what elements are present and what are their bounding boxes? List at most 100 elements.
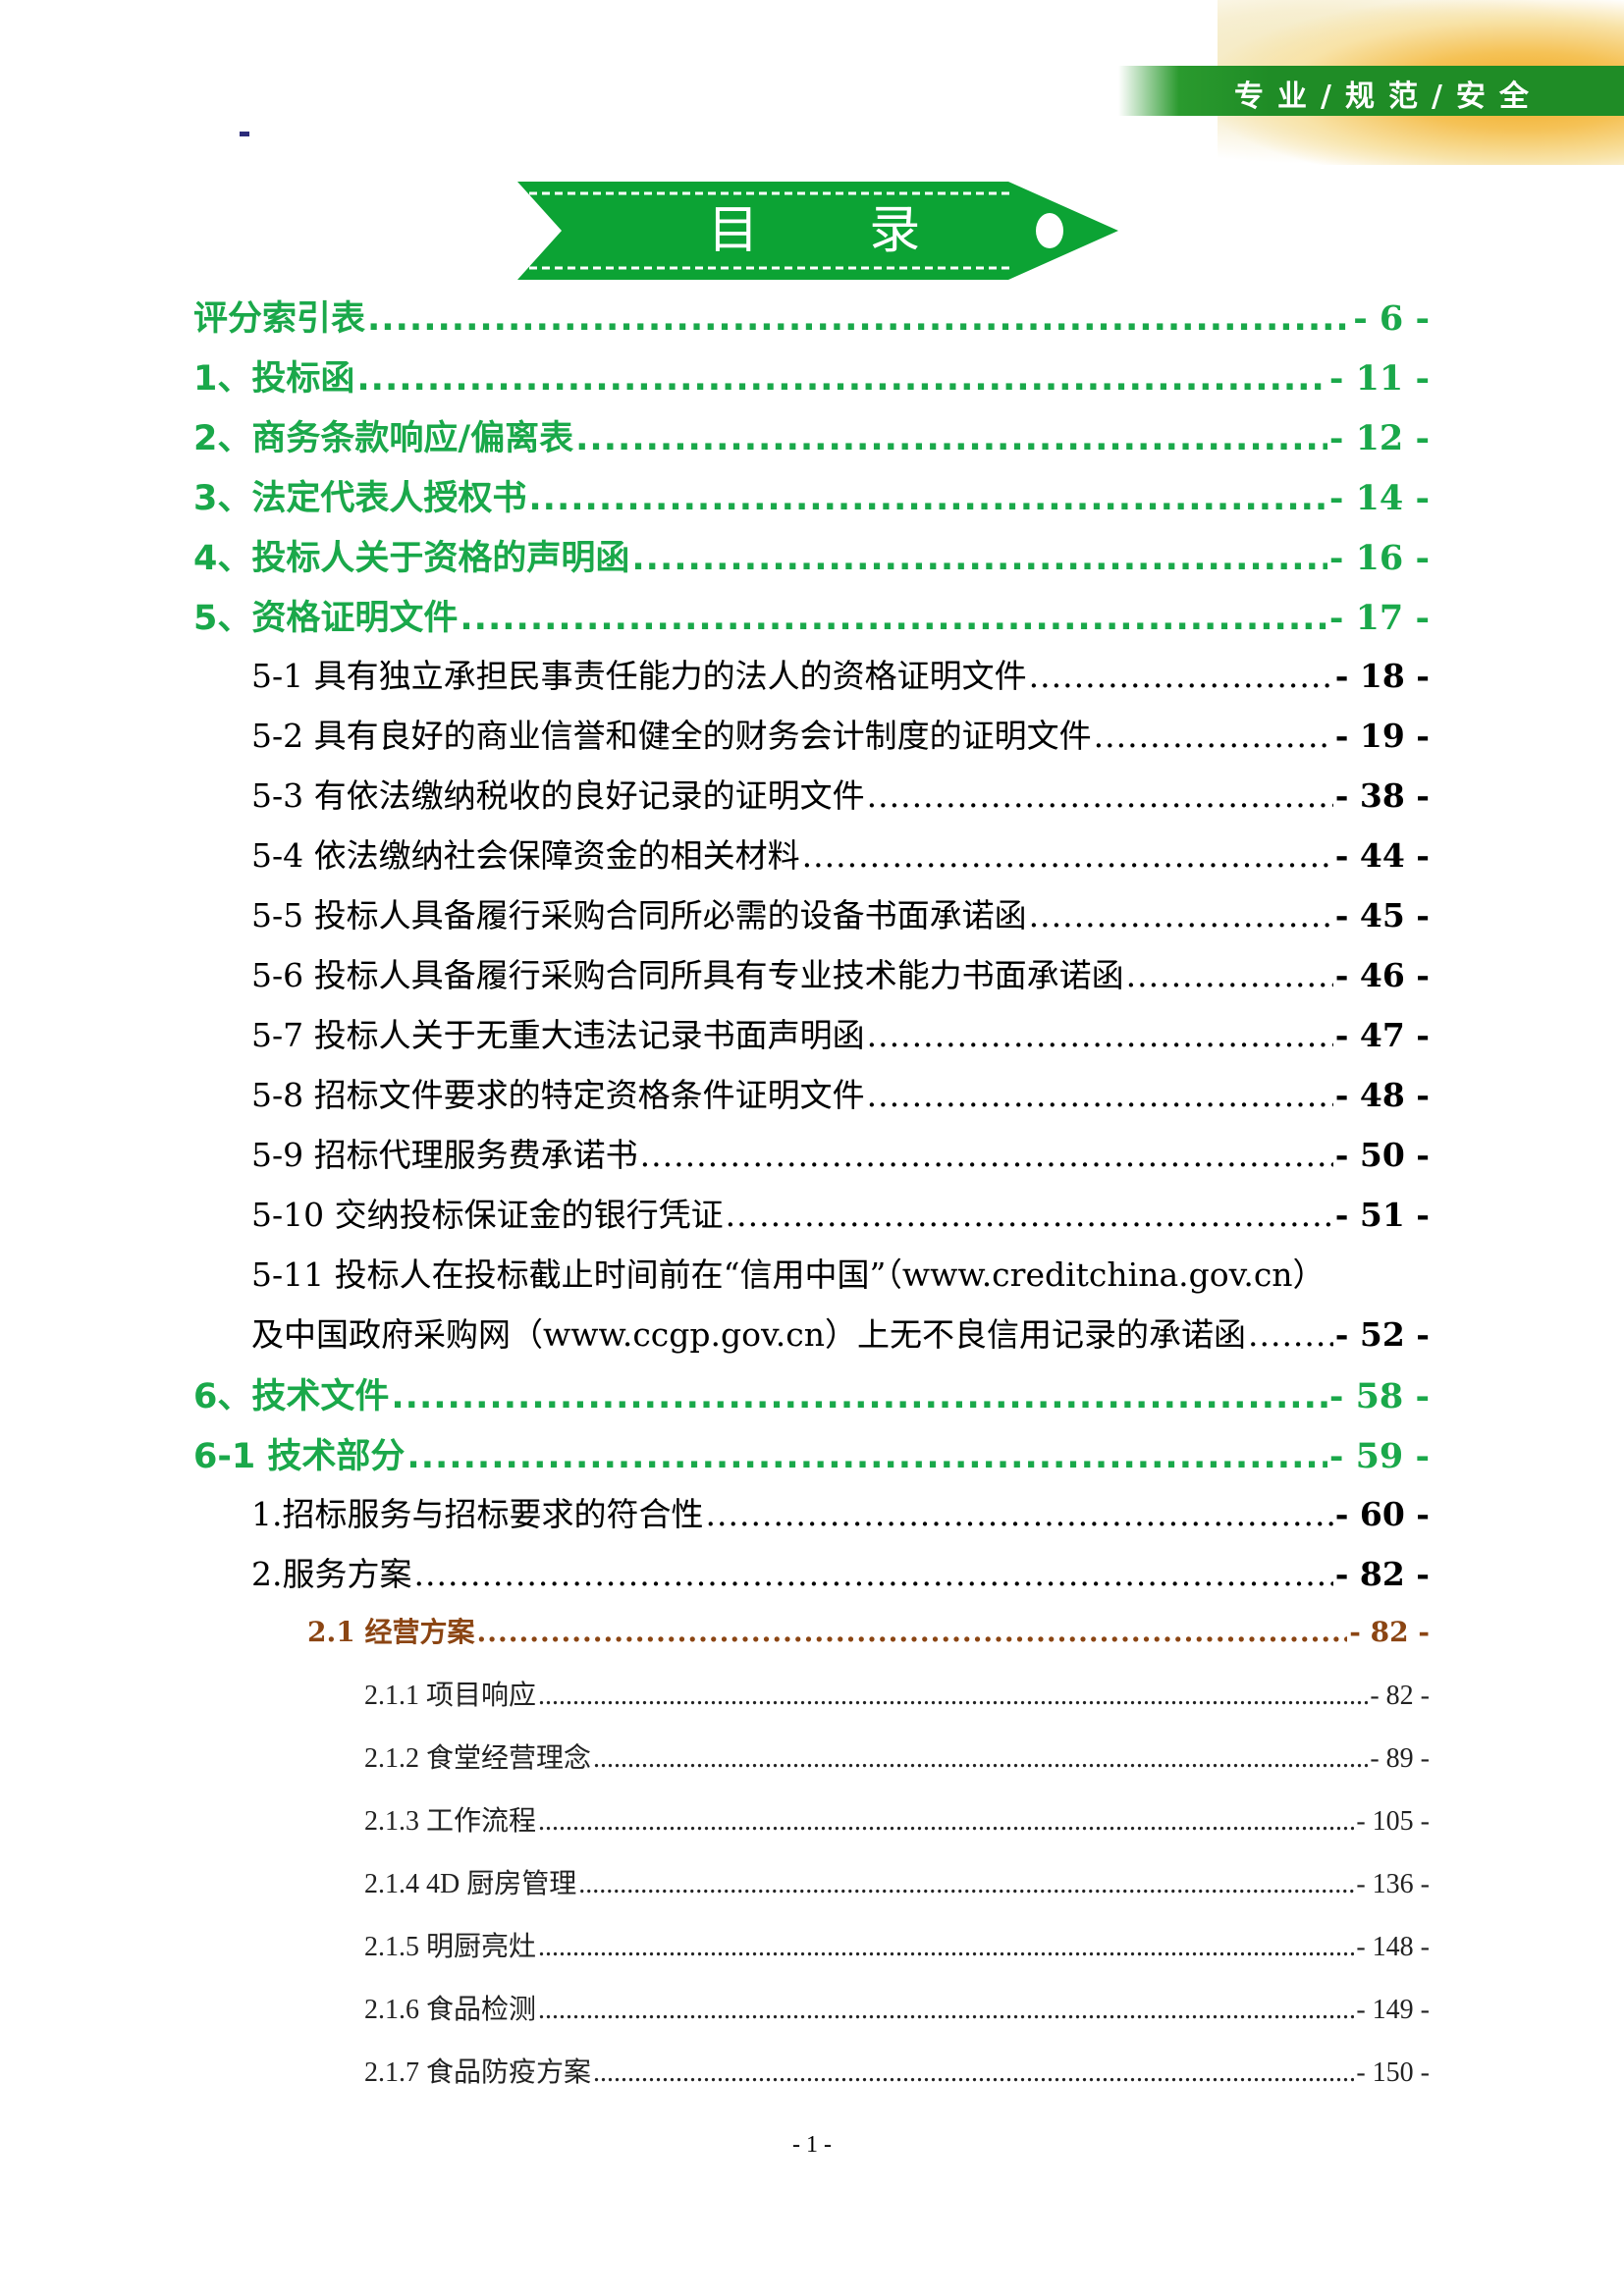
dot-leader	[414, 1555, 1333, 1593]
toc-entry[interactable]: 2.服务方案 - 82 -	[251, 1548, 1430, 1595]
toc-entry-page: - 14 -	[1328, 478, 1430, 518]
dot-leader	[538, 1681, 1368, 1712]
toc-entry-title: 5-3 有依法缴纳税收的良好记录的证明文件	[251, 776, 865, 815]
dot-leader	[593, 2057, 1354, 2089]
toc-entry[interactable]: 2.1.4 4D 厨房管理 - 136 -	[364, 1862, 1430, 1901]
dot-leader	[867, 776, 1333, 815]
toc-entry[interactable]: 5-7 投标人关于无重大违法记录书面声明函 - 47 -	[251, 1009, 1430, 1056]
dot-leader	[460, 599, 1327, 638]
toc-entry-title: 2.1 经营方案	[307, 1616, 475, 1648]
toc-entry-title: 2、商务条款响应/偏离表	[193, 419, 574, 458]
toc-entry-page: - 89 -	[1370, 1743, 1430, 1774]
toc-entry-title: 2.1.1 项目响应	[364, 1681, 537, 1711]
toc-entry[interactable]: 5-9 招标代理服务费承诺书 - 50 -	[251, 1129, 1430, 1176]
toc-entry-page: - 47 -	[1334, 1016, 1430, 1054]
logo-fragment	[240, 132, 249, 136]
toc-entry-title: 5-8 招标文件要求的特定资格条件证明文件	[251, 1076, 865, 1114]
toc-entry-title: 2.1.3 工作流程	[364, 1806, 537, 1837]
toc-entry-title: 1、投标函	[193, 359, 355, 399]
toc-entry-page: - 136 -	[1356, 1869, 1430, 1899]
toc-entry-title: 2.1.4 4D 厨房管理	[364, 1869, 577, 1899]
toc-entry-title: 1.招标服务与招标要求的符合性	[251, 1495, 704, 1533]
toc-entry-page: - 17 -	[1328, 598, 1430, 638]
toc-entry-title: 2.服务方案	[251, 1555, 412, 1593]
toc-entry[interactable]: 5-11 投标人在投标截止时间前在“信用中国”（www.creditchina.…	[251, 1249, 1430, 1296]
toc-entry-page: - 16 -	[1328, 538, 1430, 578]
toc-entry-page: - 150 -	[1356, 2057, 1430, 2088]
toc-entry[interactable]: 评分索引表 - 6 -	[193, 291, 1430, 341]
toc-entry-title: 评分索引表	[193, 299, 366, 339]
toc-entry-title: 2.1.2 食堂经营理念	[364, 1743, 592, 1774]
toc-entry-title: 5-11 投标人在投标截止时间前在“信用中国”（www.creditchina.…	[251, 1255, 1326, 1294]
toc-entry-page: - 6 -	[1353, 298, 1430, 339]
toc-entry-title: 2.1.7 食品防疫方案	[364, 2057, 592, 2088]
toc-entry-title: 5-5 投标人具备履行采购合同所必需的设备书面承诺函	[251, 896, 1027, 934]
toc-entry-page: - 46 -	[1334, 956, 1430, 994]
toc-entry-page: - 82 -	[1370, 1681, 1430, 1711]
toc-entry-page: - 60 -	[1334, 1495, 1430, 1533]
dot-leader	[538, 1806, 1354, 1838]
dot-leader	[867, 1016, 1333, 1054]
toc-entry-title: 5-6 投标人具备履行采购合同所具有专业技术能力书面承诺函	[251, 956, 1124, 994]
toc-entry[interactable]: 3、法定代表人授权书 - 14 -	[193, 470, 1430, 520]
dot-leader	[640, 1136, 1333, 1174]
toc-entry-page: - 148 -	[1356, 1932, 1430, 1962]
toc-entry[interactable]: 5-1 具有独立承担民事责任能力的法人的资格证明文件 - 18 -	[251, 650, 1430, 697]
toc-entry-title: 5-7 投标人关于无重大违法记录书面声明函	[251, 1016, 865, 1054]
toc-entry-title: 5-10 交纳投标保证金的银行凭证	[251, 1196, 724, 1234]
ribbon-shape	[517, 182, 1118, 280]
toc-entry[interactable]: 5-8 招标文件要求的特定资格条件证明文件 - 48 -	[251, 1069, 1430, 1116]
toc-entry-title: 3、法定代表人授权书	[193, 479, 527, 518]
toc-entry-page: - 105 -	[1356, 1806, 1430, 1837]
toc-entry[interactable]: 1、投标函 - 11 -	[193, 350, 1430, 400]
toc-entry-title: 6、技术文件	[193, 1377, 390, 1416]
dot-leader	[1094, 717, 1333, 755]
page-number: - 1 -	[792, 2132, 832, 2158]
toc-entry-title: 5-2 具有良好的商业信誉和健全的财务会计制度的证明文件	[251, 717, 1092, 755]
toc-entry[interactable]: 2.1.2 食堂经营理念 - 89 -	[364, 1736, 1430, 1776]
ribbon-hole-icon	[1036, 213, 1063, 248]
dot-leader	[1126, 956, 1333, 994]
toc-entry[interactable]: 5-5 投标人具备履行采购合同所必需的设备书面承诺函 - 45 -	[251, 889, 1430, 936]
toc-entry[interactable]: 5-3 有依法缴纳税收的良好记录的证明文件 - 38 -	[251, 770, 1430, 817]
dot-leader	[356, 359, 1327, 399]
toc-entry-page: - 82 -	[1334, 1555, 1430, 1593]
dot-leader	[867, 1076, 1333, 1114]
toc-entry[interactable]: 5-10 交纳投标保证金的银行凭证 - 51 -	[251, 1189, 1430, 1236]
toc-entry[interactable]: 6、技术文件 - 58 -	[193, 1368, 1430, 1418]
toc-entry[interactable]: 4、投标人关于资格的声明函 - 16 -	[193, 530, 1430, 580]
slogan-text: 专业/规范/安全	[1234, 80, 1543, 114]
toc-entry[interactable]: 2.1.3 工作流程 - 105 -	[364, 1799, 1430, 1839]
slogan-banner: 专业/规范/安全	[1118, 66, 1624, 116]
toc-entry-page: - 48 -	[1334, 1076, 1430, 1114]
toc-entry-page: - 19 -	[1334, 717, 1430, 755]
toc-entry[interactable]: 1.招标服务与招标要求的符合性 - 60 -	[251, 1488, 1430, 1535]
toc-entry[interactable]: 2.1.6 食品检测 - 149 -	[364, 1988, 1430, 2027]
toc-entry-page: - 58 -	[1328, 1376, 1430, 1416]
dot-leader	[538, 1995, 1354, 2026]
toc-entry[interactable]: 6-1 技术部分 - 59 -	[193, 1428, 1430, 1478]
toc-entry-title: 5-1 具有独立承担民事责任能力的法人的资格证明文件	[251, 657, 1027, 695]
toc-entry[interactable]: 2.1.5 明厨亮灶 - 148 -	[364, 1925, 1430, 1964]
toc-entry-page: - 59 -	[1328, 1436, 1430, 1476]
toc-entry[interactable]: 2.1 经营方案 - 82 -	[307, 1611, 1430, 1650]
toc-entry[interactable]: 2、商务条款响应/偏离表 - 12 -	[193, 410, 1430, 460]
dot-leader	[1248, 1315, 1333, 1354]
dot-leader	[706, 1495, 1333, 1533]
toc-title-ribbon: 目 录	[517, 182, 1118, 280]
dot-leader	[476, 1616, 1347, 1648]
toc-entry[interactable]: 及中国政府采购网（www.ccgp.gov.cn）上无不良信用记录的承诺函 - 5…	[251, 1308, 1430, 1356]
toc-entry-page: - 52 -	[1334, 1315, 1430, 1354]
toc-entry-page: - 82 -	[1349, 1616, 1430, 1648]
toc-entry-page: - 45 -	[1334, 896, 1430, 934]
toc-entry-page: - 44 -	[1334, 836, 1430, 875]
toc-entry[interactable]: 2.1.7 食品防疫方案 - 150 -	[364, 2051, 1430, 2090]
toc-entry[interactable]: 5-2 具有良好的商业信誉和健全的财务会计制度的证明文件 - 19 -	[251, 710, 1430, 757]
toc-entry[interactable]: 2.1.1 项目响应 - 82 -	[364, 1674, 1430, 1713]
dot-leader	[391, 1377, 1327, 1416]
toc-entry-title: 4、投标人关于资格的声明函	[193, 539, 630, 578]
toc-entry[interactable]: 5、资格证明文件 - 17 -	[193, 590, 1430, 640]
toc-entry-title: 2.1.5 明厨亮灶	[364, 1932, 537, 1962]
toc-entry[interactable]: 5-6 投标人具备履行采购合同所具有专业技术能力书面承诺函 - 46 -	[251, 949, 1430, 996]
toc-entry[interactable]: 5-4 依法缴纳社会保障资金的相关材料 - 44 -	[251, 829, 1430, 877]
